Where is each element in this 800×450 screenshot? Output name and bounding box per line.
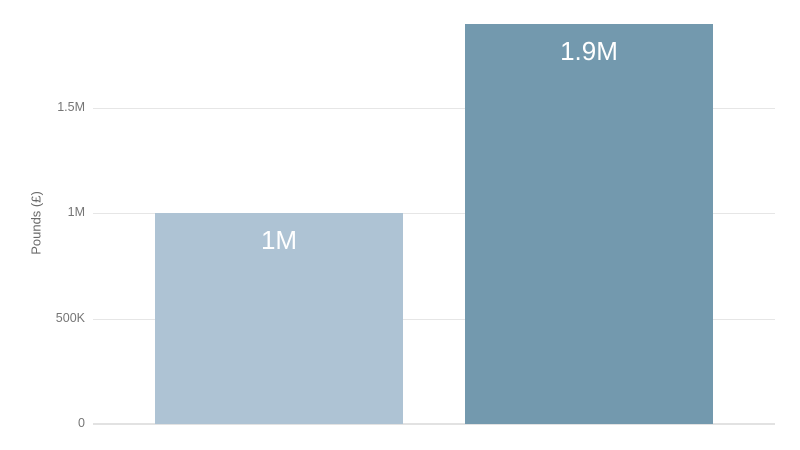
bar-2: 1.9M — [465, 24, 713, 424]
x-axis-line — [93, 423, 775, 425]
gridline — [93, 108, 775, 109]
bar-value-label: 1M — [260, 225, 298, 255]
y-tick-label: 1M — [67, 205, 85, 219]
gridline — [93, 319, 775, 320]
gridline — [93, 213, 775, 214]
bar-value-label: 1.9M — [560, 36, 618, 66]
y-tick-label: 1.5M — [57, 100, 85, 114]
y-tick-label: 0 — [78, 416, 85, 430]
bar-1: 1M — [155, 213, 403, 424]
y-tick-label: 500K — [55, 311, 85, 325]
